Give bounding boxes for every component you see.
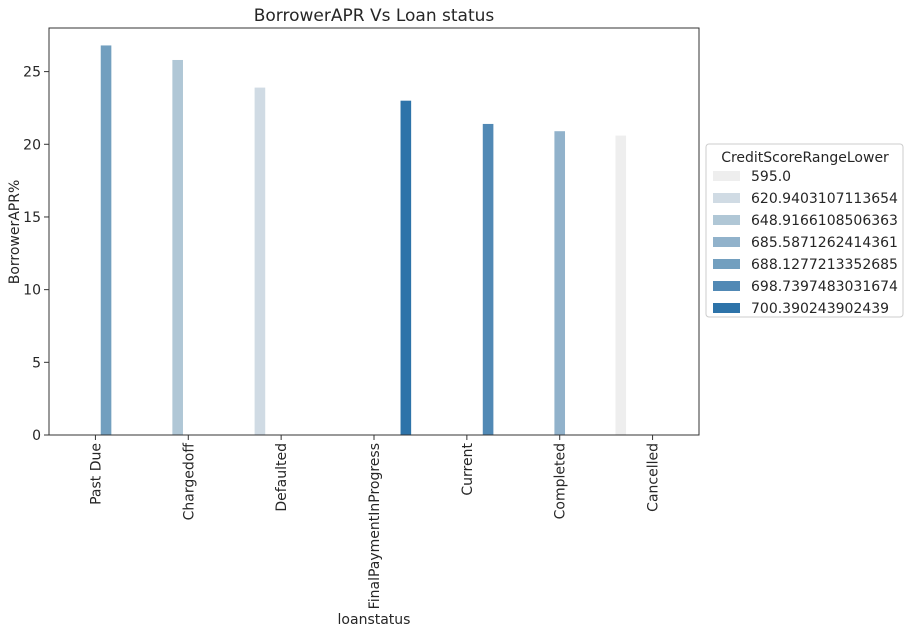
x-tick-label: Defaulted	[274, 443, 290, 512]
bar	[615, 135, 627, 436]
legend-swatch	[713, 237, 740, 247]
bar	[554, 131, 566, 436]
legend-label: 620.9403107113654	[751, 191, 898, 207]
legend-swatch	[713, 193, 740, 203]
legend-swatch	[713, 281, 740, 291]
x-tick-label: Current	[460, 443, 476, 496]
y-tick-label: 20	[23, 137, 41, 153]
chart-title: BorrowerAPR Vs Loan status	[254, 6, 495, 26]
legend-label: 688.1277213352685	[751, 257, 898, 273]
legend-swatch	[713, 259, 740, 269]
bar	[482, 123, 494, 435]
y-tick-label: 5	[32, 355, 41, 371]
x-axis-label: loanstatus	[338, 612, 411, 628]
y-axis-label: BorrowerAPR%	[7, 180, 23, 285]
legend-label: 698.7397483031674	[751, 279, 898, 295]
legend-swatch	[713, 171, 740, 181]
y-tick-label: 10	[23, 283, 41, 299]
y-tick-label: 15	[23, 210, 41, 226]
y-axis: 0 5 10 15 20 25	[23, 65, 49, 444]
y-tick-label: 0	[32, 428, 41, 444]
legend-swatch	[713, 303, 740, 313]
legend-label: 595.0	[751, 169, 791, 185]
legend: CreditScoreRangeLower 595.0 620.940310711…	[705, 143, 904, 318]
x-tick-label: Chargedoff	[181, 443, 197, 521]
y-tick-label: 25	[23, 65, 41, 81]
bars-group	[100, 45, 627, 436]
legend-label: 700.390243902439	[751, 301, 889, 317]
plot-frame	[48, 27, 700, 436]
x-tick-label: Cancelled	[646, 443, 662, 512]
legend-title: CreditScoreRangeLower	[721, 150, 889, 166]
legend-frame	[705, 143, 904, 318]
bar	[172, 59, 183, 435]
x-axis: Past Due Chargedoff Defaulted FinalPaymentI…	[88, 435, 662, 609]
x-tick-label: Completed	[553, 443, 569, 519]
legend-swatch	[713, 215, 740, 225]
x-tick-label: FinalPaymentInProgress	[367, 443, 383, 609]
bar	[400, 100, 412, 435]
bar	[100, 45, 112, 435]
x-tick-label: Past Due	[88, 443, 104, 505]
bar	[254, 87, 266, 435]
legend-label: 685.5871262414361	[751, 235, 898, 251]
legend-label: 648.9166108506363	[751, 213, 898, 229]
